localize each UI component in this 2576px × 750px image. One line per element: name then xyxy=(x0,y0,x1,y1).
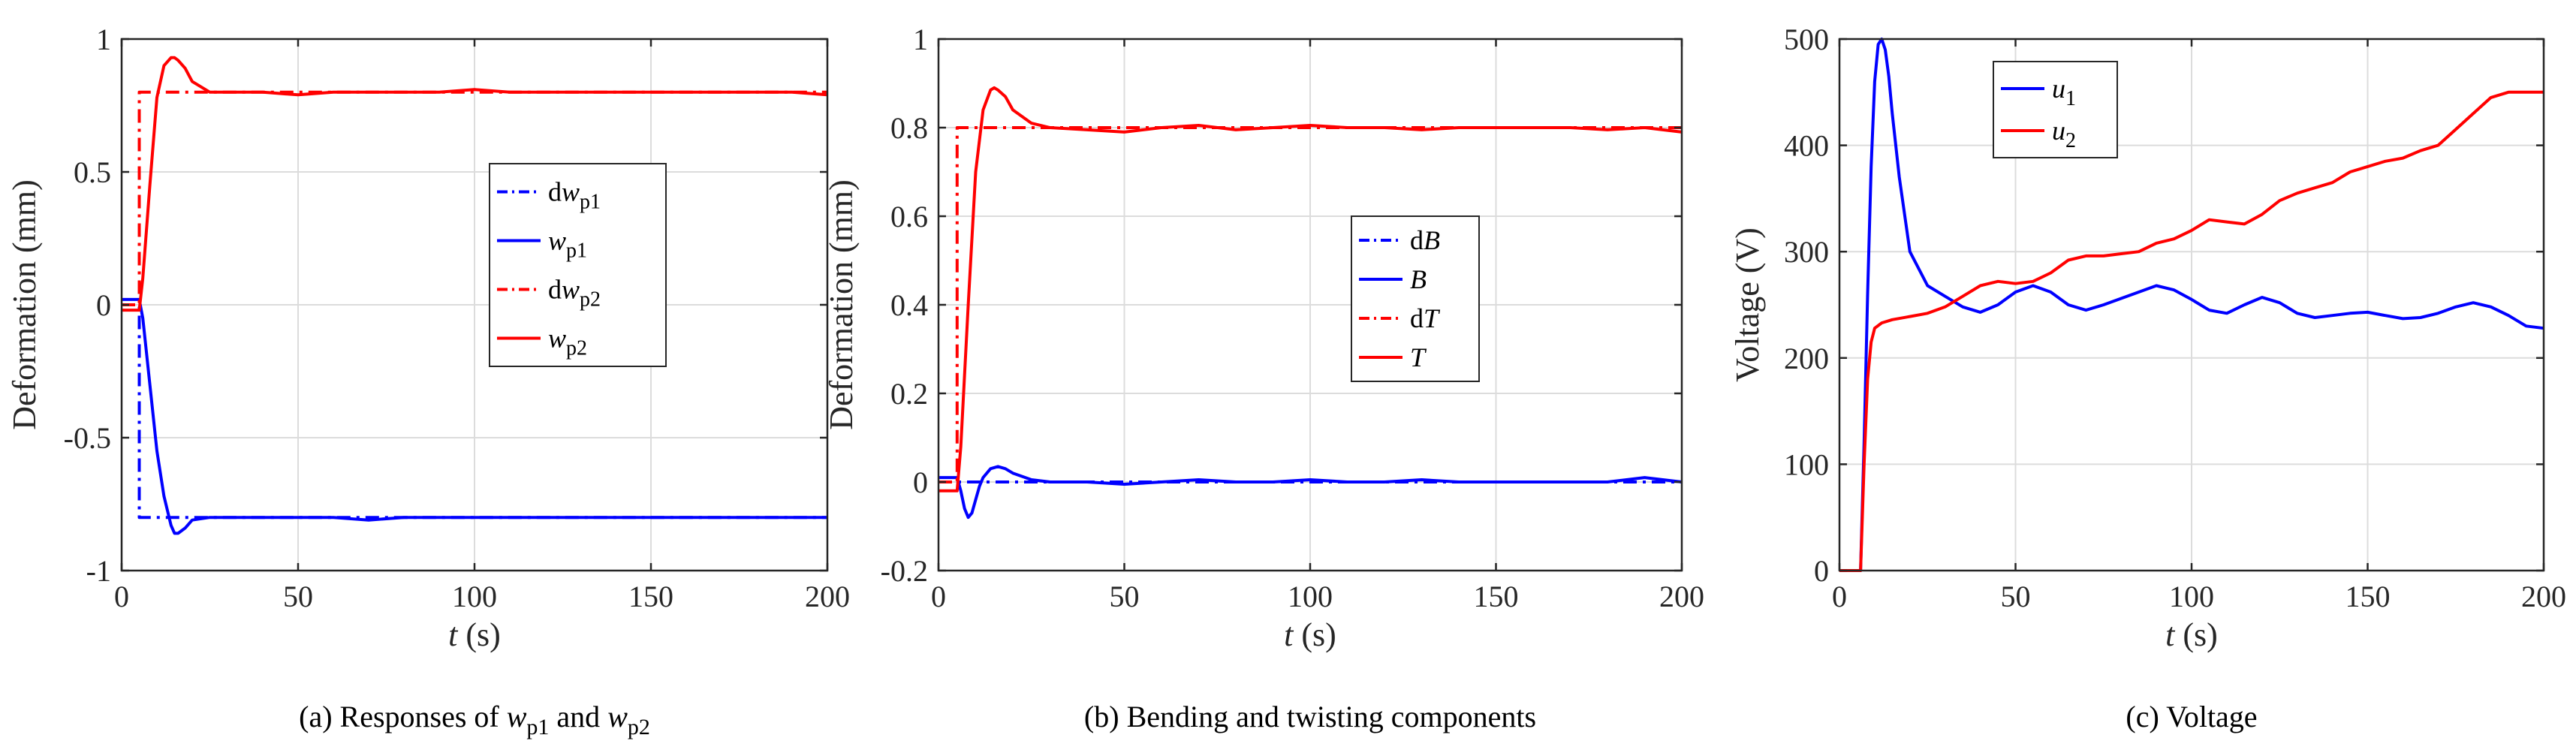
x-tick-label: 100 xyxy=(2169,580,2214,613)
y-axis-label: Deformation (mm) xyxy=(823,179,860,430)
x-tick-label: 200 xyxy=(805,580,850,613)
panel-caption: (a) Responses of wp1 and wp2 xyxy=(299,700,650,739)
series-line-3 xyxy=(122,90,827,306)
y-axis-label: Voltage (V) xyxy=(1729,227,1766,382)
x-axis-label: t (s) xyxy=(1284,616,1336,653)
legend-entry: dwp1 xyxy=(548,177,601,214)
x-tick-label: 100 xyxy=(452,580,497,613)
y-tick-label: 0 xyxy=(96,288,111,322)
y-tick-label: 100 xyxy=(1784,447,1829,481)
legend-box xyxy=(1993,61,2118,158)
series-line-2 xyxy=(1839,90,2544,572)
series-line-1 xyxy=(1839,38,2544,572)
panel-caption: (c) Voltage xyxy=(2126,700,2257,733)
x-axis-unit: (s) xyxy=(1293,616,1336,653)
legend-entry: wp2 xyxy=(548,324,587,360)
x-tick-label: 150 xyxy=(2346,580,2391,613)
y-tick-label: 0.5 xyxy=(74,155,111,189)
legend-entry: dT xyxy=(1410,303,1441,333)
legend-entry: u2 xyxy=(2052,116,2076,152)
legend-entry: T xyxy=(1410,342,1427,372)
y-tick-label: 300 xyxy=(1784,235,1829,269)
x-axis-unit: (s) xyxy=(2174,616,2217,653)
x-tick-label: 150 xyxy=(628,580,673,613)
x-tick-label: 50 xyxy=(283,580,313,613)
x-axis-label: t (s) xyxy=(2165,616,2218,653)
y-tick-label: 0 xyxy=(1814,554,1829,588)
legend-entry: u1 xyxy=(2052,74,2076,110)
y-tick-label: -0.5 xyxy=(64,421,111,455)
chart-panel-3: 0 50 100 150 200 0 100 200 300 400 500 t (s) Voltage… xyxy=(1729,23,2566,733)
y-tick-label: 0.4 xyxy=(890,288,928,322)
y-tick-label: 200 xyxy=(1784,342,1829,375)
x-tick-label: 0 xyxy=(931,580,946,613)
panel-caption: (b) Bending and twisting components xyxy=(1084,700,1536,733)
y-tick-label: 1 xyxy=(96,23,111,56)
legend-entry: dwp2 xyxy=(548,275,601,312)
x-axis-label: t (s) xyxy=(448,616,501,653)
chart-panel-2: 0 50 100 150 200-0.200.20.40.60.81t (s)Defor… xyxy=(823,23,1704,733)
series-line-3 xyxy=(939,126,1682,483)
legend-entry: dB xyxy=(1410,225,1440,255)
legend-box xyxy=(489,163,667,367)
chart-panel-1: 0 50 100 150 200 -1 -0.5 0 0.5 1 t (s) Deformation … xyxy=(6,23,850,739)
y-tick-label: 500 xyxy=(1784,23,1829,56)
x-tick-label: 200 xyxy=(2521,580,2566,613)
x-tick-label: 50 xyxy=(2001,580,2031,613)
y-tick-label: 0.6 xyxy=(890,200,928,233)
x-axis-var: t xyxy=(2165,616,2176,653)
y-tick-label: 400 xyxy=(1784,129,1829,163)
x-tick-label: 0 xyxy=(114,580,129,613)
series-line-2 xyxy=(122,297,827,535)
x-tick-label: 50 xyxy=(1110,580,1140,613)
x-tick-label: 100 xyxy=(1288,580,1333,613)
x-tick-label: 200 xyxy=(1659,580,1704,613)
x-tick-label: 150 xyxy=(1474,580,1519,613)
y-axis-label: Deformation (mm) xyxy=(6,179,43,430)
legend-box xyxy=(1351,215,1480,382)
x-axis-var: t xyxy=(448,616,459,653)
x-axis-var: t xyxy=(1284,616,1294,653)
series-line-2 xyxy=(939,465,1683,520)
y-tick-label: -1 xyxy=(86,554,111,588)
series-line-4 xyxy=(122,56,828,312)
y-tick-label: -0.2 xyxy=(881,554,928,588)
legend: dwp1 wp1 dwp2 wp2 xyxy=(489,163,667,367)
legend-entry: wp1 xyxy=(548,226,587,263)
x-axis-unit: (s) xyxy=(457,616,500,653)
y-tick-label: 0 xyxy=(913,465,928,499)
y-tick-label: 0.8 xyxy=(890,111,928,145)
y-tick-label: 0.2 xyxy=(890,377,928,411)
y-tick-label: 1 xyxy=(913,23,928,56)
x-tick-label: 0 xyxy=(1832,580,1847,613)
series-line-4 xyxy=(939,86,1683,492)
legend-entry: B xyxy=(1410,264,1427,294)
legend: dB BdT T xyxy=(1351,215,1480,382)
